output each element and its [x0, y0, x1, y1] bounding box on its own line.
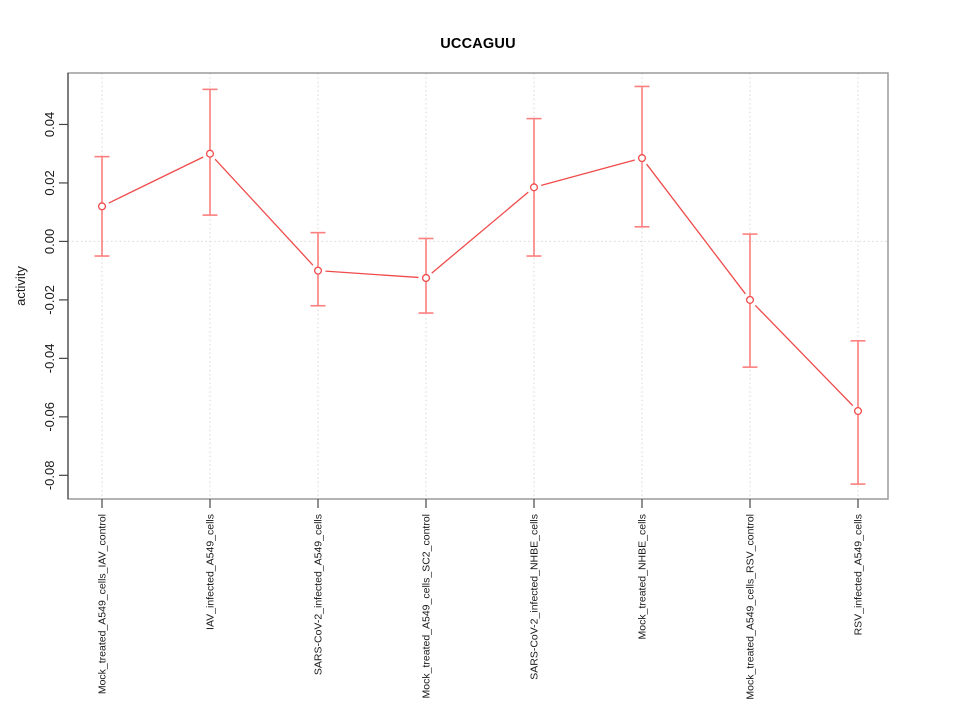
y-axis-tick-label: 0.02 [42, 170, 57, 195]
x-axis-tick-label: IAV_infected_A549_cells [205, 514, 217, 630]
data-point-marker [313, 266, 323, 275]
y-axis-tick-label: -0.08 [42, 460, 57, 490]
y-axis-tick-label: -0.06 [42, 402, 57, 432]
y-axis-title: activity [13, 266, 28, 306]
series-line-segment [214, 158, 314, 266]
data-point-marker [745, 295, 755, 304]
series-line-segment [431, 191, 529, 274]
x-axis-tick-label: RSV_infected_A549_cells [853, 514, 865, 635]
x-axis-tick-label: Mock_treated_NHBE_cells [637, 514, 649, 639]
series-line-segment [646, 163, 746, 295]
data-point-marker [529, 183, 539, 192]
plot-frame [67, 72, 889, 500]
series-line-segment [541, 159, 635, 186]
x-axis-tick-label: SARS-CoV-2_infected_A549_cells [313, 514, 325, 675]
x-axis-tick-label: SARS-CoV-2_infected_NHBE_cells [529, 514, 541, 680]
series-line-segment [754, 304, 854, 407]
data-point-marker [205, 149, 215, 158]
data-point-marker [853, 406, 863, 416]
chart-title: UCCAGUU [440, 36, 516, 52]
y-axis-tick-label: 0.04 [42, 112, 57, 137]
x-axis-tick-label: Mock_treated_A549_cells_RSV_control [745, 514, 757, 700]
y-axis-tick-label: -0.02 [42, 285, 57, 315]
data-point-marker [421, 273, 431, 283]
x-axis-tick-label: Mock_treated_A549_cells_SC2_control [421, 514, 433, 698]
series-line-segment [108, 156, 204, 204]
x-axis-tick-label: Mock_treated_A549_cells_IAV_control [97, 514, 109, 694]
data-point-marker [97, 202, 107, 211]
data-point-marker [637, 154, 647, 163]
y-axis-tick-label: 0.00 [42, 229, 57, 254]
y-axis-tick-label: -0.04 [42, 344, 57, 374]
series-line-segment [325, 270, 419, 279]
